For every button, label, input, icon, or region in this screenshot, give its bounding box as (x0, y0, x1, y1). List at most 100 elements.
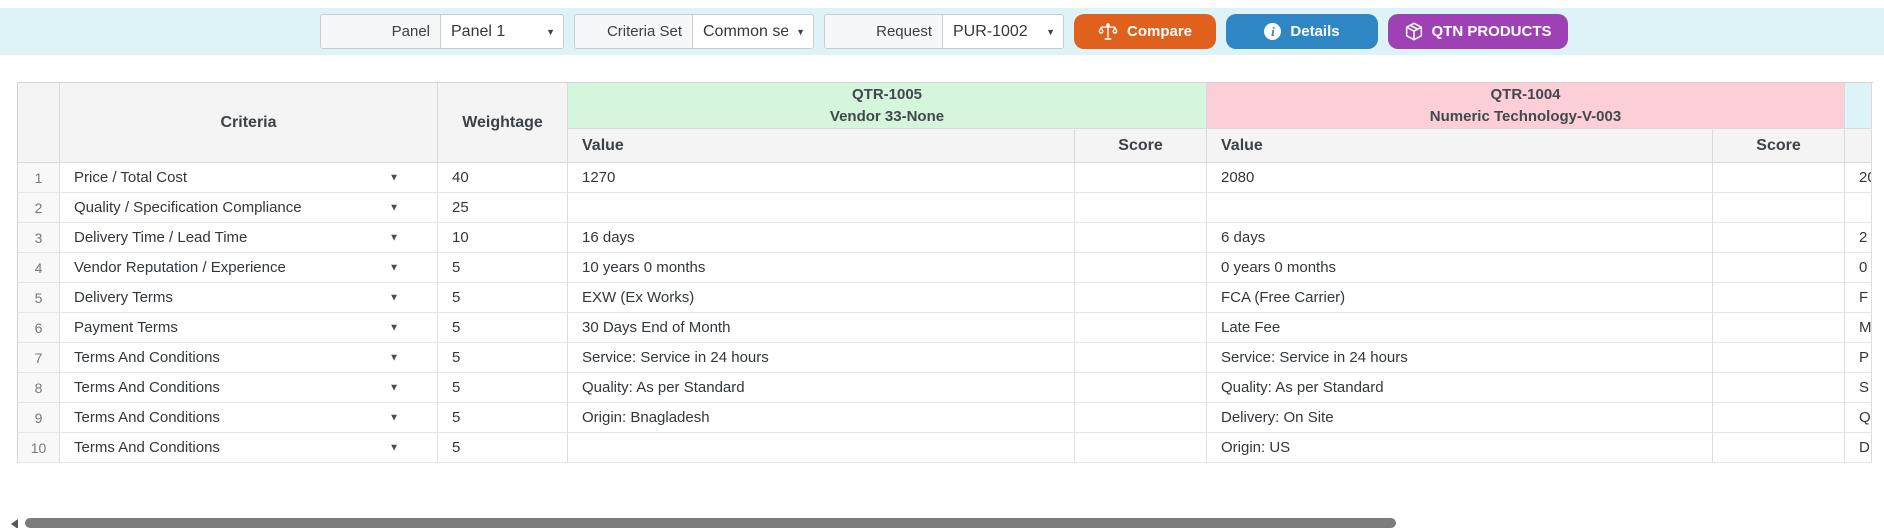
qtr-1005-value-cell[interactable]: 1270 (568, 163, 1075, 193)
partial-quotation-value-cell[interactable]: D (1845, 433, 1872, 463)
qtr-1004-value-cell[interactable]: 2080 (1207, 163, 1713, 193)
qtr-1005-score-cell[interactable] (1075, 433, 1207, 463)
row-number-header (18, 83, 60, 163)
chevron-down-icon[interactable]: ▼ (389, 202, 399, 213)
qtr-1004-score-cell[interactable] (1713, 163, 1845, 193)
partial-quotation-value-cell[interactable]: 0 (1845, 253, 1872, 283)
criteria-cell[interactable]: Terms And Conditions ▼ (60, 403, 438, 433)
chevron-down-icon[interactable]: ▼ (389, 412, 399, 423)
scrollbar-left-arrow-icon[interactable] (11, 519, 18, 528)
qtr-1004-value-cell[interactable]: Origin: US (1207, 433, 1713, 463)
criteria-label: Terms And Conditions (74, 379, 220, 396)
weightage-cell[interactable]: 5 (438, 343, 568, 373)
row-number: 1 (18, 163, 60, 193)
qtr-1005-value-cell[interactable]: 30 Days End of Month (568, 313, 1075, 343)
chevron-down-icon[interactable]: ▼ (389, 382, 399, 393)
weightage-cell[interactable]: 10 (438, 223, 568, 253)
chevron-down-icon[interactable]: ▼ (389, 322, 399, 333)
qtr-1004-score-cell[interactable] (1713, 403, 1845, 433)
qtr-1004-value-cell[interactable]: Quality: As per Standard (1207, 373, 1713, 403)
qtr-1005-score-cell[interactable] (1075, 253, 1207, 283)
compare-button[interactable]: Compare (1074, 14, 1216, 49)
qtr-1004-score-cell[interactable] (1713, 373, 1845, 403)
qtr-1005-value-cell[interactable]: 10 years 0 months (568, 253, 1075, 283)
qtr-1004-value-cell[interactable]: Service: Service in 24 hours (1207, 343, 1713, 373)
weightage-cell[interactable]: 25 (438, 193, 568, 223)
chevron-down-icon: ▼ (546, 26, 555, 37)
partial-quotation-value-cell[interactable]: M (1845, 313, 1872, 343)
scales-icon (1098, 22, 1118, 41)
chevron-down-icon[interactable]: ▼ (389, 292, 399, 303)
chevron-down-icon[interactable]: ▼ (389, 262, 399, 273)
qtr-1005-score-cell[interactable] (1075, 313, 1207, 343)
weightage-cell[interactable]: 5 (438, 373, 568, 403)
row-number: 10 (18, 433, 60, 463)
partial-quotation-value-cell[interactable]: Q (1845, 403, 1872, 433)
criteria-cell[interactable]: Payment Terms ▼ (60, 313, 438, 343)
qtr-1004-value-cell[interactable] (1207, 193, 1713, 223)
row-number: 6 (18, 313, 60, 343)
chevron-down-icon[interactable]: ▼ (389, 352, 399, 363)
qtr-1005-score-cell[interactable] (1075, 193, 1207, 223)
qtr-1004-score-cell[interactable] (1713, 283, 1845, 313)
panel-select[interactable]: Panel 1 ▼ (441, 15, 563, 48)
qtr-1004-value-cell[interactable]: FCA (Free Carrier) (1207, 283, 1713, 313)
partial-quotation-value-cell[interactable]: 20 (1845, 163, 1872, 193)
details-button[interactable]: i Details (1226, 14, 1378, 49)
request-select[interactable]: PUR-1002 ▼ (943, 15, 1063, 48)
qtr-1005-value-cell[interactable] (568, 193, 1075, 223)
criteria-cell[interactable]: Price / Total Cost ▼ (60, 163, 438, 193)
quotation-header-partial (1845, 83, 1872, 129)
weightage-cell[interactable]: 5 (438, 313, 568, 343)
weightage-cell[interactable]: 5 (438, 433, 568, 463)
qtr-1004-score-cell[interactable] (1713, 223, 1845, 253)
qtr-1004-value-cell[interactable]: Late Fee (1207, 313, 1713, 343)
qtr-1005-score-cell[interactable] (1075, 283, 1207, 313)
criteria-cell[interactable]: Delivery Terms ▼ (60, 283, 438, 313)
qtr-1005-score-cell[interactable] (1075, 403, 1207, 433)
chevron-down-icon[interactable]: ▼ (389, 172, 399, 183)
qtn-products-button[interactable]: QTN PRODUCTS (1388, 14, 1568, 49)
partial-quotation-value-cell[interactable]: P (1845, 343, 1872, 373)
partial-quotation-value-cell[interactable]: S (1845, 373, 1872, 403)
weightage-cell[interactable]: 5 (438, 253, 568, 283)
criteria-cell[interactable]: Terms And Conditions ▼ (60, 433, 438, 463)
qtr-1005-value-cell[interactable]: Quality: As per Standard (568, 373, 1075, 403)
qtr-1004-score-cell[interactable] (1713, 343, 1845, 373)
qtr-1004-score-cell[interactable] (1713, 253, 1845, 283)
qtr-1005-score-cell[interactable] (1075, 163, 1207, 193)
weightage-cell[interactable]: 5 (438, 283, 568, 313)
weightage-cell[interactable]: 40 (438, 163, 568, 193)
qtr-1005-value-cell[interactable]: Origin: Bnagladesh (568, 403, 1075, 433)
criteria-cell[interactable]: Terms And Conditions ▼ (60, 343, 438, 373)
weightage-cell[interactable]: 5 (438, 403, 568, 433)
criteria-cell[interactable]: Delivery Time / Lead Time ▼ (60, 223, 438, 253)
horizontal-scrollbar-thumb[interactable] (25, 518, 1396, 528)
partial-quotation-value-cell[interactable] (1845, 193, 1872, 223)
qtr-1005-value-cell[interactable]: EXW (Ex Works) (568, 283, 1075, 313)
qtr-1004-value-cell[interactable]: 6 days (1207, 223, 1713, 253)
qtr-1005-value-cell[interactable]: Service: Service in 24 hours (568, 343, 1075, 373)
qtr-1004-value-cell[interactable]: 0 years 0 months (1207, 253, 1713, 283)
criteria-set-select[interactable]: Common sele ▼ (693, 15, 813, 48)
row-number: 4 (18, 253, 60, 283)
qtr-1005-score-cell[interactable] (1075, 373, 1207, 403)
criteria-cell[interactable]: Vendor Reputation / Experience ▼ (60, 253, 438, 283)
qtr-1004-score-cell[interactable] (1713, 193, 1845, 223)
qtr-1005-value-cell[interactable]: 16 days (568, 223, 1075, 253)
comparison-table: Criteria Weightage QTR-1005 Vendor 33-No… (17, 82, 1873, 463)
criteria-cell[interactable]: Terms And Conditions ▼ (60, 373, 438, 403)
qtr-1004-score-cell[interactable] (1713, 433, 1845, 463)
qtr-1005-score-cell[interactable] (1075, 343, 1207, 373)
request-label: Request (825, 15, 943, 48)
chevron-down-icon[interactable]: ▼ (389, 232, 399, 243)
criteria-label: Delivery Time / Lead Time (74, 229, 248, 246)
partial-quotation-value-cell[interactable]: F (1845, 283, 1872, 313)
partial-quotation-value-cell[interactable]: 2 (1845, 223, 1872, 253)
qtr-1004-score-cell[interactable] (1713, 313, 1845, 343)
chevron-down-icon[interactable]: ▼ (389, 442, 399, 453)
qtr-1005-value-cell[interactable] (568, 433, 1075, 463)
criteria-cell[interactable]: Quality / Specification Compliance ▼ (60, 193, 438, 223)
qtr-1005-score-cell[interactable] (1075, 223, 1207, 253)
qtr-1004-value-cell[interactable]: Delivery: On Site (1207, 403, 1713, 433)
